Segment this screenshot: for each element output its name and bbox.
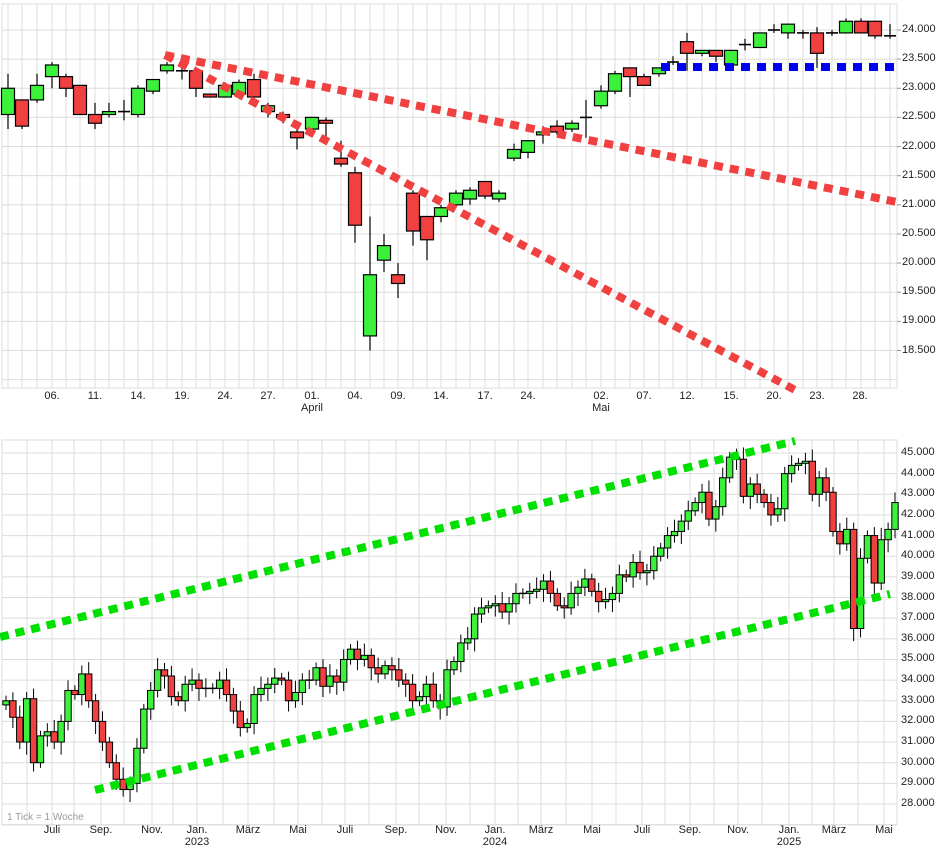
weekly-candles [2, 447, 899, 803]
x-tick-label: Sep. [89, 824, 113, 836]
x-tick-label: Jan. 2023 [184, 824, 210, 848]
trendline [164, 51, 898, 206]
y-tick-label: 19.500 [902, 285, 936, 298]
y-tick-label: 38.000 [901, 590, 935, 603]
x-tick-label: 27. [260, 390, 276, 402]
x-tick-label: Nov. [727, 824, 749, 836]
x-tick-label: 06. [44, 390, 60, 402]
x-tick-label: 14. [433, 390, 449, 402]
y-tick-label: 34.000 [901, 673, 935, 686]
y-tick-label: 43.000 [901, 487, 935, 500]
trendline [94, 590, 891, 794]
x-tick-label: Jan. 2025 [776, 824, 802, 848]
daily-candlestick-chart: 24.000 23.500 23.000 22.500 22.000 21.500 21.0… [0, 0, 941, 425]
x-tick-label: 24. [217, 390, 233, 402]
x-tick-label: 14. [130, 390, 146, 402]
y-tick-label: 32.000 [901, 714, 935, 727]
x-tick-label: 11. [87, 390, 103, 402]
y-tick-label: 28.000 [901, 797, 935, 809]
trendline [163, 51, 797, 394]
x-tick-label: Juli [336, 824, 354, 836]
y-tick-label: 23.000 [902, 81, 936, 94]
x-tick-label: Juli [633, 824, 651, 836]
y-tick-label: 33.000 [901, 693, 935, 706]
y-tick-label: 39.000 [901, 569, 935, 582]
x-tick-label: 23. [809, 390, 825, 402]
x-tick-label: 04. [347, 390, 363, 402]
x-tick-label: 19. [174, 390, 190, 402]
x-tick-label: 09. [390, 390, 406, 402]
x-tick-label: 02. Mai [592, 390, 610, 414]
x-tick-label: Nov. [141, 824, 163, 836]
x-tick-label: Juli [43, 824, 61, 836]
y-tick-label: 37.000 [901, 611, 935, 624]
y-tick-label: 29.000 [901, 776, 935, 789]
x-tick-label: Mai [875, 824, 893, 836]
y-tick-label: 19.000 [902, 314, 936, 327]
y-tick-label: 23.500 [902, 52, 936, 65]
x-tick-label: Mai [583, 824, 601, 836]
y-tick-label: 31.000 [901, 735, 935, 748]
y-tick-label: 45.000 [901, 446, 935, 458]
x-tick-label: 28. [852, 390, 868, 402]
x-tick-label: März [821, 824, 847, 836]
weekly-chart-canvas [0, 437, 899, 826]
y-tick-label: 20.000 [902, 256, 936, 269]
y-tick-label: 18.500 [902, 343, 936, 356]
x-tick-label: 20. [766, 390, 782, 402]
daily-chart-canvas [0, 3, 901, 394]
y-tick-label: 21.000 [902, 197, 936, 210]
x-tick-label: 15. [723, 390, 739, 402]
y-tick-label: 24.000 [902, 23, 936, 35]
x-tick-label: 07. [636, 390, 652, 402]
x-tick-label: 12. [679, 390, 695, 402]
x-tick-label: Sep. [384, 824, 408, 836]
x-tick-label: Jan. 2024 [482, 824, 508, 848]
y-tick-label: 42.000 [901, 507, 935, 520]
x-tick-label: 01. April [300, 390, 324, 414]
x-tick-label: Mai [289, 824, 307, 836]
x-tick-label: Nov. [435, 824, 457, 836]
trendline [0, 437, 796, 641]
x-tick-label: 17. [477, 390, 493, 402]
x-tick-label: Sep. [678, 824, 702, 836]
y-tick-label: 40.000 [901, 549, 935, 562]
tick-interval-note: 1 Tick = 1 Woche [7, 812, 84, 823]
y-tick-label: 22.000 [902, 139, 936, 152]
y-tick-label: 41.000 [901, 528, 935, 541]
x-tick-label: März [528, 824, 554, 836]
y-tick-label: 44.000 [901, 466, 935, 479]
y-tick-label: 20.500 [902, 226, 936, 239]
weekly-candlestick-chart: 45.000 44.000 43.000 42.000 41.000 40.000 39.0… [0, 432, 941, 856]
y-tick-label: 22.500 [902, 110, 936, 123]
y-tick-label: 35.000 [901, 652, 935, 665]
y-tick-label: 30.000 [901, 755, 935, 768]
x-tick-label: März [235, 824, 261, 836]
x-tick-label: 24. [520, 390, 536, 402]
y-tick-label: 21.500 [902, 168, 936, 181]
y-tick-label: 36.000 [901, 631, 935, 644]
